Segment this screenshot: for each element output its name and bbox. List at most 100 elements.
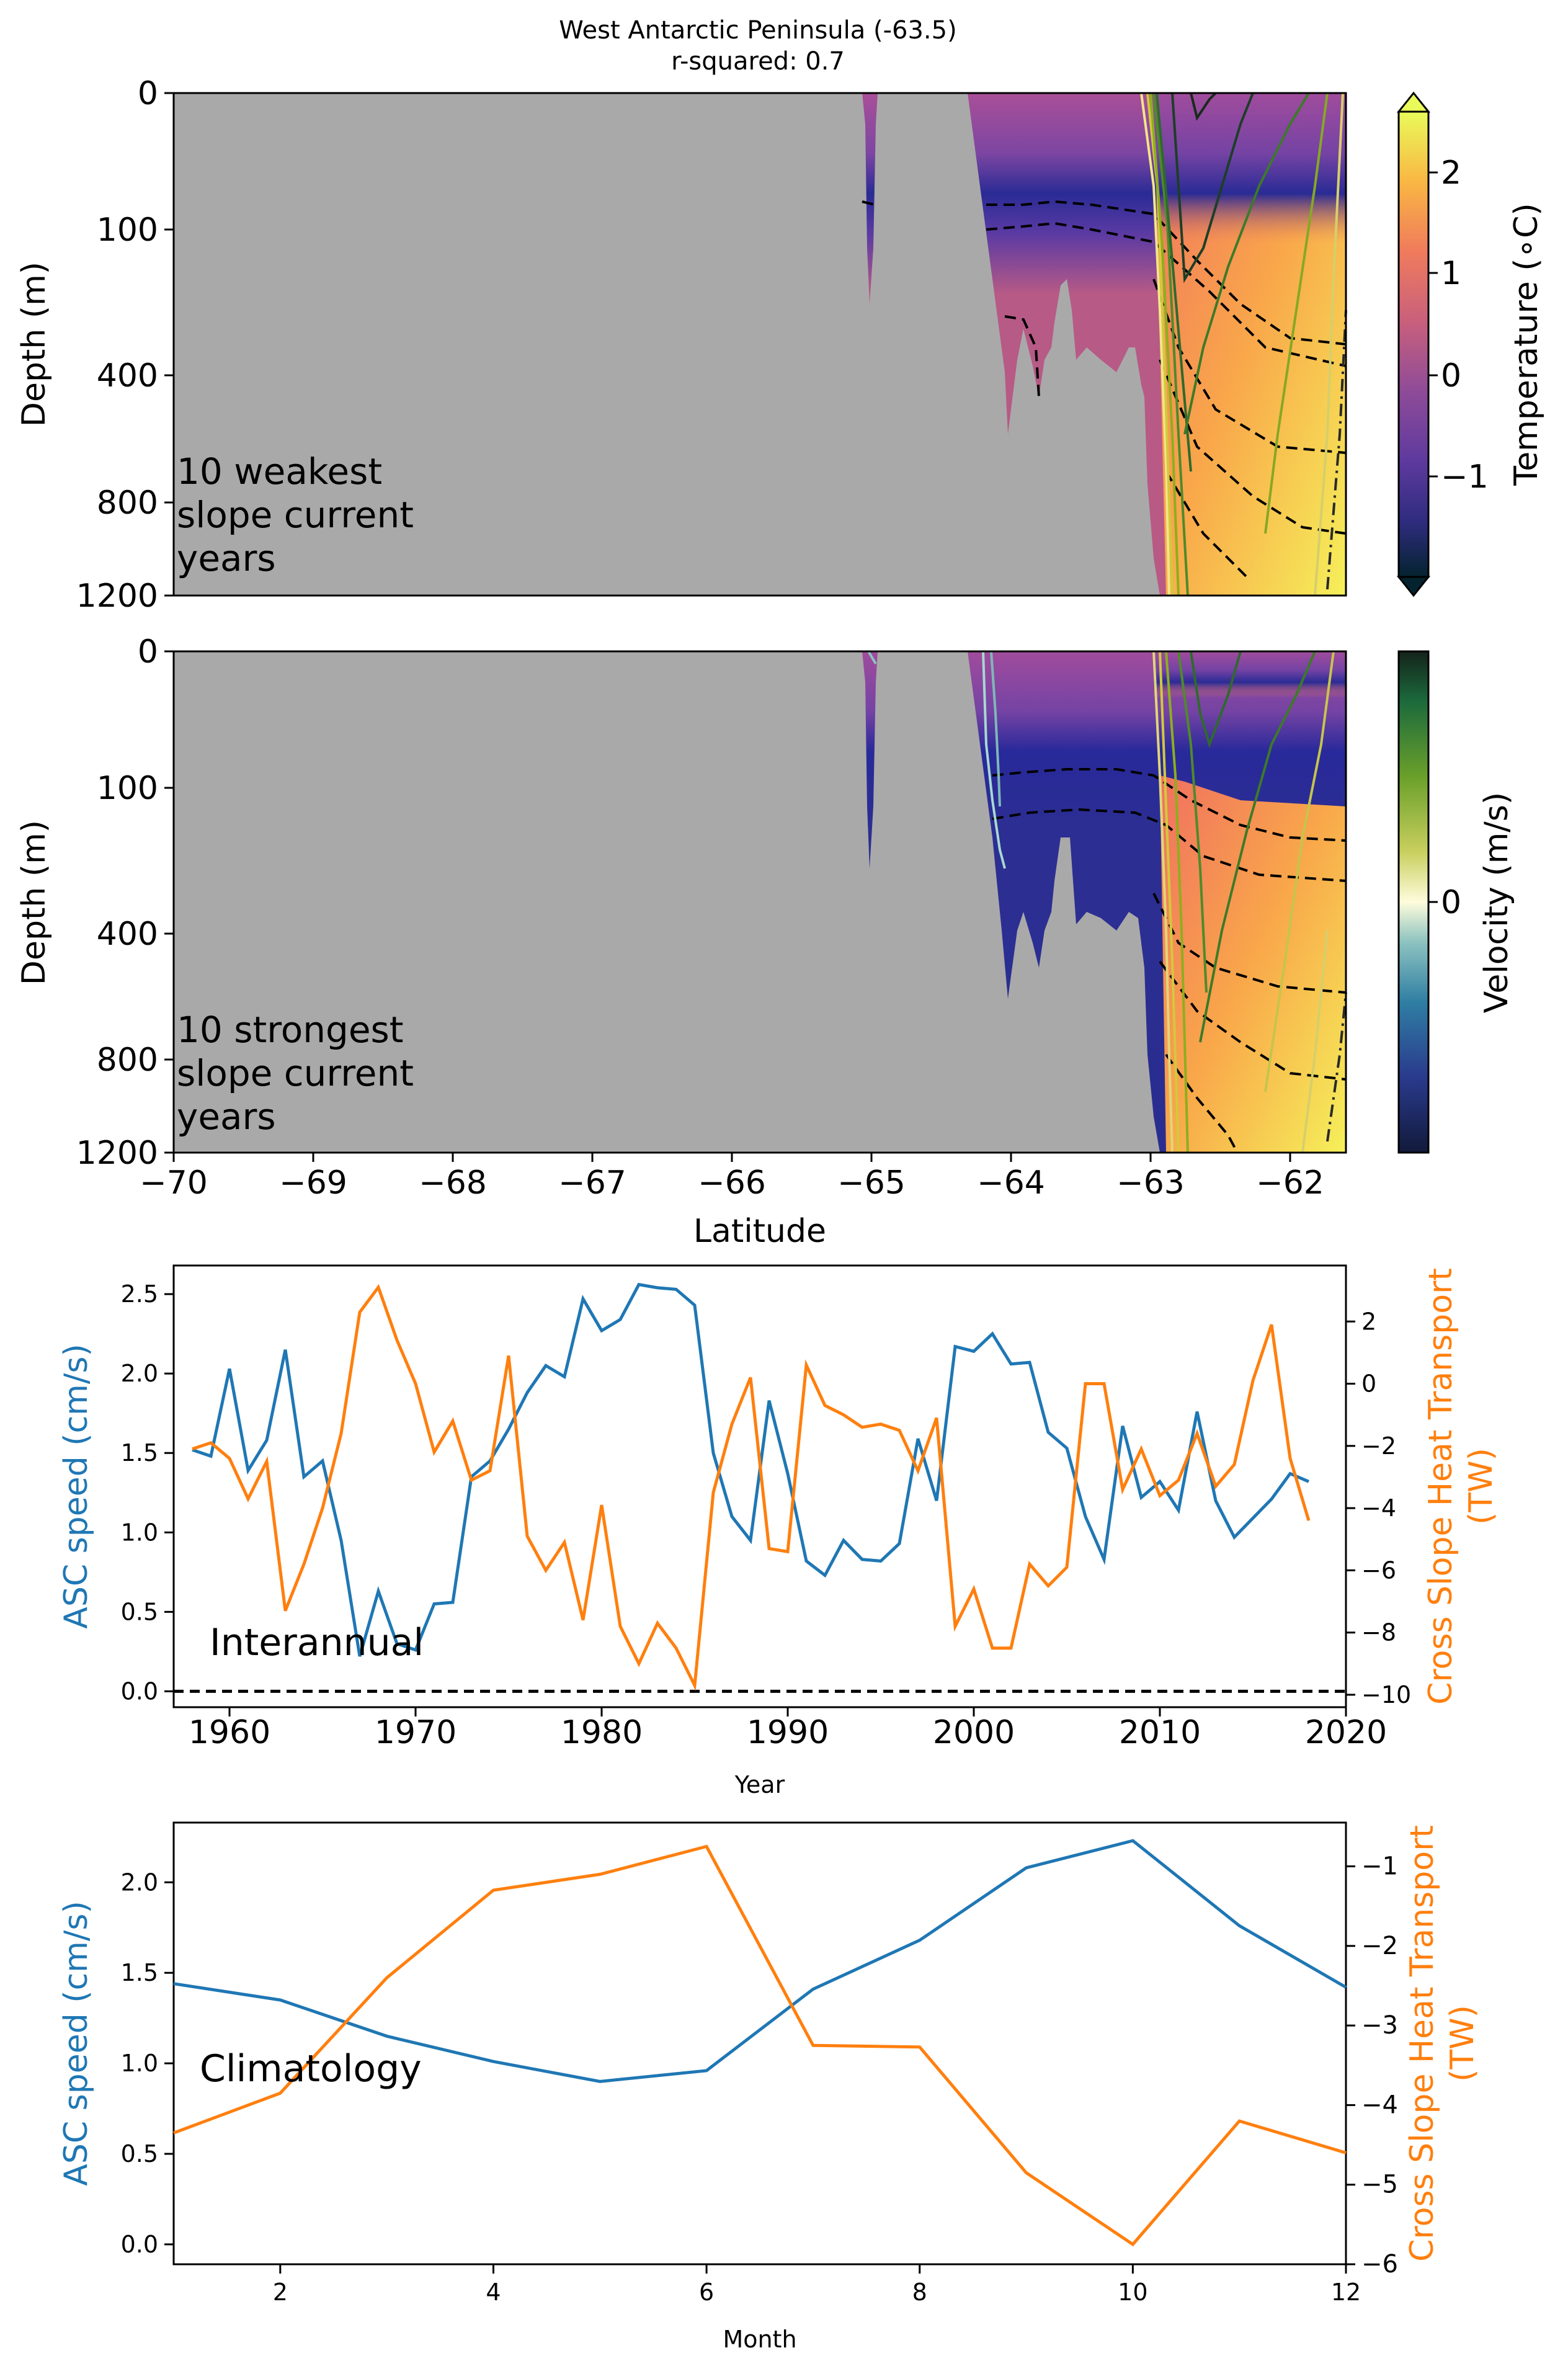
ytick-label: 400 bbox=[97, 916, 158, 953]
temperature-colorbar: 2 1 0 −1 Temperature (∘C) bbox=[1396, 91, 1545, 597]
panel-interannual: 1960 1970 1980 1990 2000 2010 2020 0.0 0.5 1.0 1.5… bbox=[58, 1264, 1500, 1798]
panel-strongest: 10 strongest slope current years 0 100 4… bbox=[16, 633, 1515, 1250]
ytick-label: 1200 bbox=[76, 1135, 158, 1172]
panel-strongest-velocity-contours bbox=[867, 650, 1347, 1153]
ytick-label-right: 0 bbox=[1361, 1370, 1376, 1398]
xtick-label: 1960 bbox=[189, 1714, 270, 1751]
velocity-colorbar-label: Velocity (m/s) bbox=[1478, 792, 1515, 1013]
colorbar-tick: 0 bbox=[1441, 884, 1461, 921]
xtick-label: 1970 bbox=[375, 1714, 457, 1751]
panel-interannual-annotation: Interannual bbox=[210, 1621, 424, 1664]
panel-weakest-land bbox=[174, 93, 1160, 596]
ytick-label-right: −6 bbox=[1361, 2250, 1398, 2279]
xtick-label: 2 bbox=[273, 2279, 288, 2306]
asc-speed-line bbox=[173, 1839, 1347, 2083]
xtick-label: 2020 bbox=[1305, 1714, 1387, 1751]
panel-interannual-frame bbox=[172, 1264, 1347, 1708]
panel-interannual-xlabel: Year bbox=[734, 1771, 785, 1798]
ytick-label: 0.5 bbox=[121, 1598, 158, 1625]
xtick-label: 12 bbox=[1331, 2279, 1361, 2306]
colorbar-tick: 2 bbox=[1441, 154, 1461, 192]
panel-climatology-ylabel-right-line2: (TW) bbox=[1444, 2005, 1481, 2082]
ytick-label-right: −2 bbox=[1361, 1432, 1396, 1460]
xtick-label: 6 bbox=[699, 2279, 714, 2306]
xtick-label: −64 bbox=[977, 1164, 1045, 1202]
xtick-label: 8 bbox=[912, 2279, 927, 2306]
xtick-label: 2010 bbox=[1119, 1714, 1201, 1751]
panel-weakest-isotherms bbox=[862, 200, 1347, 578]
panel-strongest-warm-water bbox=[1160, 775, 1346, 1153]
panel-strongest-yticks: 0 100 400 800 1200 bbox=[76, 633, 174, 1172]
ytick-label: 0.5 bbox=[121, 2140, 158, 2167]
ytick-label-right: 2 bbox=[1361, 1308, 1376, 1335]
latitude-xlabel: Latitude bbox=[693, 1213, 826, 1250]
panel-strongest-note-line2: slope current bbox=[177, 1052, 414, 1094]
panel-strongest-ylabel: Depth (m) bbox=[16, 820, 53, 985]
panel-weakest-frame bbox=[172, 92, 1347, 597]
xtick-label: −70 bbox=[140, 1164, 208, 1202]
xtick-label: −66 bbox=[698, 1164, 766, 1202]
xtick-label: 4 bbox=[486, 2279, 501, 2306]
ytick-label: 1200 bbox=[76, 578, 158, 615]
colorbar-tick: 1 bbox=[1441, 255, 1461, 292]
panel-strongest-note-line1: 10 strongest bbox=[177, 1009, 403, 1051]
ytick-label: 0 bbox=[138, 75, 158, 112]
panel-weakest-yticks: 0 100 400 800 1200 bbox=[76, 75, 174, 615]
temperature-colorbar-label: Temperature (∘C) bbox=[1508, 203, 1545, 486]
panel-strongest-note-line3: years bbox=[177, 1096, 276, 1138]
panel-climatology-frame bbox=[172, 1821, 1347, 2266]
ytick-label: 0.0 bbox=[121, 1677, 158, 1705]
heat-transport-line bbox=[192, 1283, 1311, 1691]
figure-subtitle: r-squared: 0.7 bbox=[671, 47, 845, 76]
figure-title: West Antarctic Peninsula (-63.5) bbox=[559, 16, 956, 45]
ytick-label-right: −8 bbox=[1361, 1619, 1396, 1646]
ytick-label-right: −1 bbox=[1361, 1852, 1398, 1881]
ytick-label-right: −5 bbox=[1361, 2171, 1398, 2199]
xtick-label: 10 bbox=[1118, 2279, 1147, 2306]
panel-weakest-note-line1: 10 weakest bbox=[177, 450, 382, 493]
latitude-xticks: −70 −69 −68 −67 −66 −65 −64 −63 −62 bbox=[140, 1153, 1324, 1202]
panel-climatology-ylabel-left: ASC speed (cm/s) bbox=[58, 1901, 95, 2185]
ytick-label: 100 bbox=[97, 212, 158, 249]
ytick-label: 2.5 bbox=[121, 1280, 158, 1308]
ytick-label: 800 bbox=[97, 484, 158, 522]
ytick-label-right: −4 bbox=[1361, 2091, 1398, 2119]
asc-speed-line bbox=[192, 1282, 1309, 1657]
ytick-label-right: −4 bbox=[1361, 1494, 1396, 1522]
panel-climatology-xlabel: Month bbox=[723, 2326, 796, 2353]
colorbar-tick: −1 bbox=[1441, 458, 1489, 496]
ytick-label: 100 bbox=[97, 770, 158, 807]
panel-interannual-ylabel-left: ASC speed (cm/s) bbox=[58, 1344, 95, 1628]
ytick-label-right: −6 bbox=[1361, 1556, 1396, 1584]
xtick-label: 1990 bbox=[747, 1714, 829, 1751]
ytick-label: 1.0 bbox=[121, 2050, 158, 2077]
xtick-label: −68 bbox=[419, 1164, 487, 1202]
xtick-label: −67 bbox=[558, 1164, 626, 1202]
panel-climatology: 2 4 6 8 10 12 0.0 0.5 1.0 1.5 2.0 −6 −5 −4 −3 −2 −1 Clim… bbox=[58, 1821, 1481, 2353]
panel-climatology-ylabel-right-line1: Cross Slope Heat Transport bbox=[1404, 1825, 1441, 2262]
panel-interannual-ylabel-right-line2: (TW) bbox=[1463, 1448, 1500, 1525]
ytick-label-right: −10 bbox=[1361, 1681, 1411, 1708]
xtick-label: −62 bbox=[1256, 1164, 1324, 1202]
xtick-label: −63 bbox=[1116, 1164, 1185, 1202]
xtick-label: −65 bbox=[837, 1164, 906, 1202]
ytick-label: 1.0 bbox=[121, 1519, 158, 1546]
colorbar-tick: 0 bbox=[1441, 357, 1461, 395]
xtick-label: −69 bbox=[279, 1164, 347, 1202]
ytick-label: 1.5 bbox=[121, 1439, 158, 1466]
xtick-label: 1980 bbox=[561, 1714, 643, 1751]
panel-interannual-ylabel-right-line1: Cross Slope Heat Transport bbox=[1422, 1268, 1459, 1705]
ytick-label: 2.0 bbox=[121, 1868, 158, 1896]
panel-climatology-annotation: Climatology bbox=[200, 2047, 422, 2091]
ytick-label: 400 bbox=[97, 357, 158, 395]
panel-weakest-note-line2: slope current bbox=[177, 494, 414, 536]
ytick-label-right: −2 bbox=[1361, 1932, 1398, 1960]
ytick-label-right: −3 bbox=[1361, 2011, 1398, 2040]
panel-strongest-frame bbox=[172, 650, 1347, 1154]
panel-weakest-ylabel: Depth (m) bbox=[16, 262, 53, 427]
ytick-label: 0 bbox=[138, 633, 158, 671]
heat-transport-line bbox=[173, 1844, 1347, 2247]
xtick-label: 2000 bbox=[933, 1714, 1015, 1751]
ytick-label: 1.5 bbox=[121, 1959, 158, 1986]
